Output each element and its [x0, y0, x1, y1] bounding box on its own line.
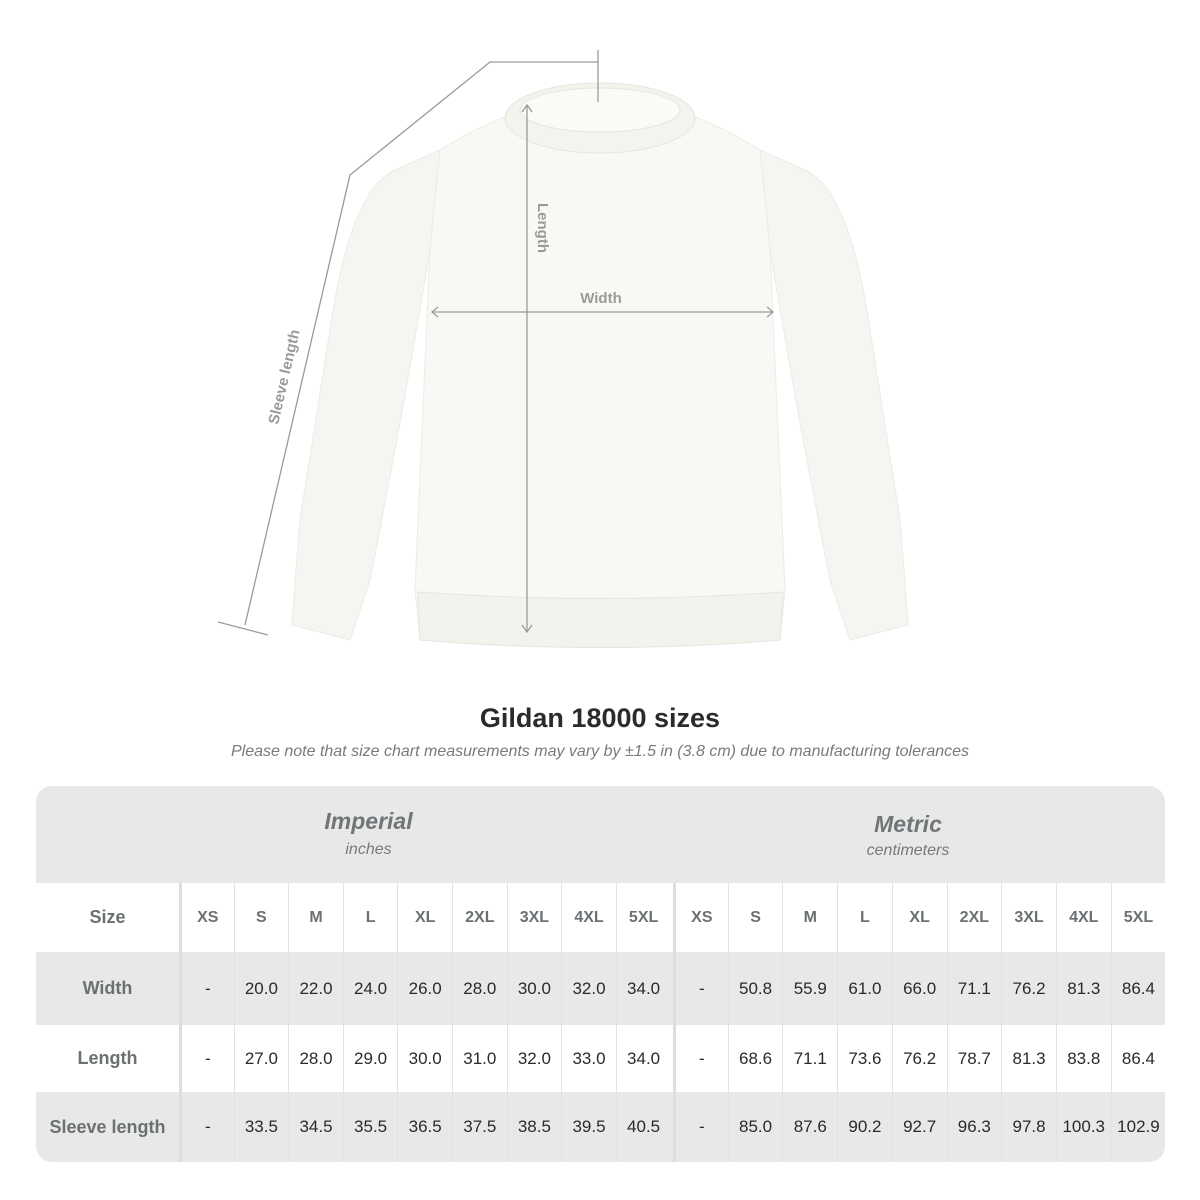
value-cell: 34.5 — [288, 1092, 343, 1162]
header-row: Size XS S M L XL 2XL 3XL 4XL 5XL XS S M L XL 2XL 3XL 4XL 5… — [36, 883, 1165, 952]
value-cell: 34.0 — [615, 1025, 671, 1092]
value-cell: 68.6 — [727, 1025, 783, 1092]
sweatshirt-illustration — [291, 82, 909, 648]
value-cell: 20.0 — [233, 952, 289, 1025]
value-cell: 86.4 — [1110, 1025, 1165, 1092]
value-cell: - — [179, 1092, 234, 1162]
value-cell: 31.0 — [452, 1025, 507, 1092]
value-cell: 50.8 — [727, 952, 783, 1025]
size-header: XL — [891, 883, 947, 952]
value-cell: 61.0 — [837, 952, 892, 1025]
table-row: Sleeve length -33.5 34.5 35.5 36.5 37.5 38.5 39… — [36, 1092, 1165, 1162]
value-cell: 28.0 — [452, 952, 507, 1025]
size-chart-table: Imperial inches Metric centimeters Size X… — [36, 786, 1165, 1162]
size-header: 2XL — [946, 883, 1002, 952]
value-cell: - — [673, 952, 728, 1025]
unit-header-band — [36, 786, 1165, 883]
value-cell: 78.7 — [946, 1025, 1002, 1092]
value-cell: - — [179, 952, 234, 1025]
sweatshirt-diagram: Length Width Sleeve length — [217, 50, 909, 648]
value-cell: 85.0 — [727, 1092, 783, 1162]
value-cell: 37.5 — [452, 1092, 507, 1162]
value-cell: - — [179, 1025, 234, 1092]
value-cell: 66.0 — [891, 952, 947, 1025]
value-cell: 73.6 — [837, 1025, 892, 1092]
value-cell: 22.0 — [288, 952, 343, 1025]
size-header: 3XL — [1001, 883, 1056, 952]
value-cell: 36.5 — [397, 1092, 452, 1162]
length-label: Length — [534, 203, 551, 253]
value-cell: 76.2 — [1001, 952, 1056, 1025]
value-cell: 30.0 — [506, 952, 562, 1025]
value-cell: 33.5 — [233, 1092, 289, 1162]
size-header: M — [288, 883, 343, 952]
value-cell: 96.3 — [946, 1092, 1002, 1162]
value-cell: 38.5 — [506, 1092, 562, 1162]
value-cell: 76.2 — [891, 1025, 947, 1092]
value-cell: 83.8 — [1055, 1025, 1111, 1092]
value-cell: 33.0 — [561, 1025, 616, 1092]
metric-title: Metric — [874, 811, 942, 837]
width-label: Width — [580, 290, 622, 307]
value-cell: 40.5 — [615, 1092, 671, 1162]
value-cell: 32.0 — [561, 952, 616, 1025]
value-cell: - — [673, 1092, 728, 1162]
size-header: XL — [397, 883, 452, 952]
value-cell: 24.0 — [342, 952, 398, 1025]
size-header: XS — [673, 883, 728, 952]
value-cell: 92.7 — [891, 1092, 947, 1162]
row-label: Size — [89, 907, 126, 927]
size-header: 2XL — [452, 883, 507, 952]
page-title: Gildan 18000 sizes — [479, 703, 721, 733]
value-cell: 81.3 — [1055, 952, 1111, 1025]
size-header: S — [233, 883, 289, 952]
value-cell: 71.1 — [782, 1025, 837, 1092]
value-cell: 90.2 — [837, 1092, 892, 1162]
value-cell: - — [673, 1025, 728, 1092]
value-cell: 27.0 — [233, 1025, 289, 1092]
row-label: Width — [82, 978, 133, 998]
size-header: 5XL — [1110, 883, 1165, 952]
value-cell: 28.0 — [288, 1025, 343, 1092]
value-cell: 100.3 — [1055, 1092, 1111, 1162]
sleeve-length-line — [244, 61, 598, 626]
value-cell: 86.4 — [1110, 952, 1165, 1025]
value-cell: 39.5 — [561, 1092, 616, 1162]
value-cell: 97.8 — [1001, 1092, 1056, 1162]
value-cell: 55.9 — [782, 952, 837, 1025]
value-cell: 34.0 — [615, 952, 671, 1025]
value-cell: 29.0 — [342, 1025, 398, 1092]
size-header: L — [837, 883, 892, 952]
size-header: XS — [179, 883, 234, 952]
value-cell: 35.5 — [342, 1092, 398, 1162]
size-header: S — [727, 883, 783, 952]
imperial-unit: inches — [345, 841, 392, 858]
table-row: Length -27.0 28.0 29.0 30.0 31.0 32.0 33.0 34.0-… — [36, 1025, 1165, 1092]
size-header: 5XL — [615, 883, 671, 952]
value-cell: 26.0 — [397, 952, 452, 1025]
value-cell: 71.1 — [946, 952, 1002, 1025]
table-row: Width -20.0 22.0 24.0 26.0 28.0 30.0 32.0 34.0-5… — [36, 952, 1165, 1025]
size-header: L — [342, 883, 398, 952]
value-cell: 32.0 — [506, 1025, 562, 1092]
value-cell: 30.0 — [397, 1025, 452, 1092]
row-label: Sleeve length — [49, 1116, 166, 1137]
metric-header: Metric centimeters — [673, 786, 1143, 883]
imperial-header: Imperial inches — [179, 786, 558, 883]
value-cell: 102.9 — [1110, 1092, 1165, 1162]
size-header: 4XL — [561, 883, 616, 952]
size-header: 3XL — [506, 883, 562, 952]
size-header: 4XL — [1055, 883, 1111, 952]
row-label: Length — [77, 1048, 138, 1068]
metric-unit: centimeters — [866, 842, 950, 859]
sleeve-length-label: Sleeve length — [265, 328, 303, 426]
value-cell: 81.3 — [1001, 1025, 1056, 1092]
tolerance-note: Please note that size chart measurements… — [230, 743, 970, 760]
size-header: M — [782, 883, 837, 952]
imperial-title: Imperial — [324, 808, 413, 834]
value-cell: 87.6 — [782, 1092, 837, 1162]
